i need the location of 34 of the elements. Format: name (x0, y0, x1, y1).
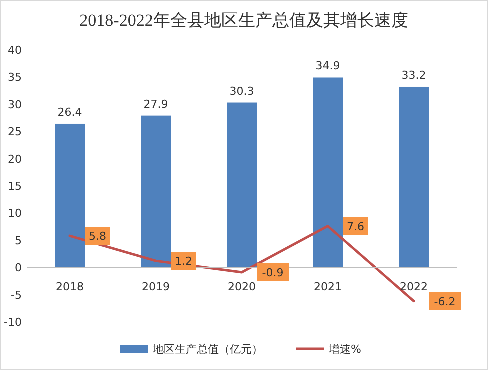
x-tick-label: 2020 (228, 280, 256, 294)
x-tick-label: 2022 (400, 280, 428, 294)
bar (141, 116, 171, 268)
x-tick-label: 2018 (56, 280, 84, 294)
legend-label: 地区生产总值（亿元） (152, 343, 263, 356)
y-tick-label: 10 (8, 207, 22, 220)
y-tick-label: 40 (8, 44, 22, 57)
data-label: -0.9 (262, 266, 284, 280)
legend-label: 增速% (328, 343, 362, 356)
y-tick-label: 35 (8, 71, 22, 84)
data-label: 27.9 (144, 98, 168, 111)
chart-title: 2018-2022年全县地区生产总值及其增长速度 (80, 11, 408, 30)
y-tick-label: 30 (8, 98, 22, 112)
bar (313, 78, 343, 268)
y-tick-label: 15 (8, 180, 22, 193)
data-label: 1.2 (175, 255, 192, 268)
bar (227, 102, 257, 268)
y-tick-label: 5 (15, 234, 22, 248)
data-label: 26.4 (58, 106, 82, 119)
y-tick-label: 25 (8, 126, 22, 139)
data-label: 33.2 (402, 68, 426, 82)
y-tick-label: 0 (15, 262, 22, 275)
y-tick-label: -10 (4, 316, 22, 329)
data-label: 7.6 (347, 220, 364, 234)
data-label: 34.9 (316, 60, 340, 73)
y-tick-label: -5 (11, 288, 22, 302)
data-label: 30.3 (230, 84, 254, 98)
y-tick-label: 20 (8, 152, 22, 166)
bar (399, 86, 429, 268)
x-tick-label: 2019 (142, 280, 170, 294)
x-tick-label: 2021 (314, 280, 342, 294)
data-label: 5.8 (89, 230, 106, 244)
bar (55, 124, 85, 268)
data-label: -6.2 (434, 295, 456, 308)
